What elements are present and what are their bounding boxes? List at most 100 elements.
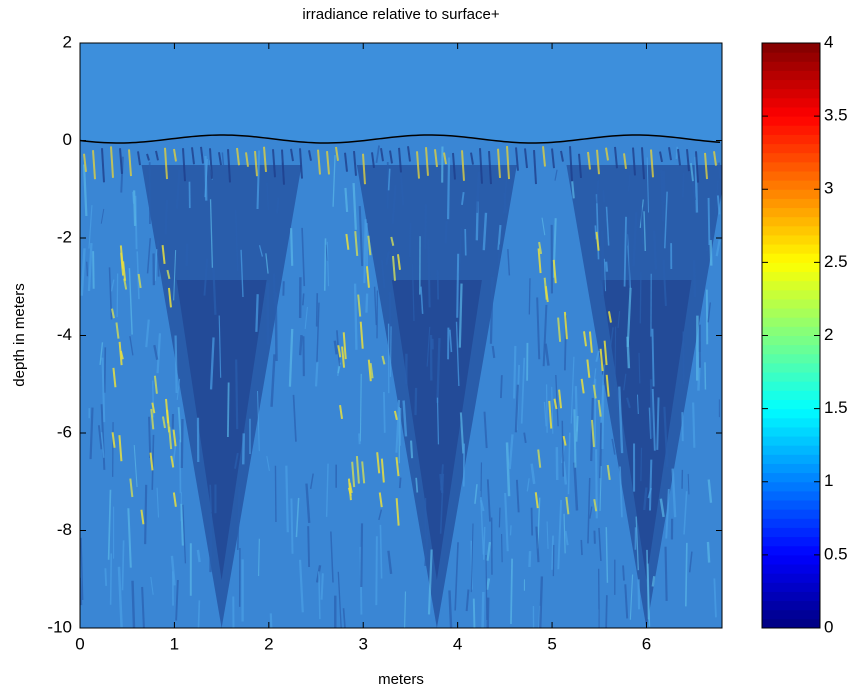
streak [399,167,405,206]
bright-streak [553,398,558,410]
streak [482,526,486,560]
bright-streak [339,404,344,420]
streak [395,400,401,453]
streak [575,415,579,442]
surface-streak [92,150,96,180]
x-tick-label: 1 [170,634,179,653]
surface-streak [236,147,240,166]
colorbar-swatch [762,52,820,62]
surface-streak [353,151,357,176]
x-tick-label: 3 [359,634,368,653]
streak [716,195,721,215]
streak [110,279,115,292]
bright-streak [170,455,175,468]
streak [639,272,642,324]
streak [646,157,650,213]
surface-streak [407,146,411,162]
streak [535,526,540,563]
streak [599,423,603,479]
bright-streak [558,389,563,409]
streak [635,516,639,571]
colorbar-swatch [762,454,820,464]
colorbar-tick-label: 3 [824,179,833,198]
colorbar-tick-label: 3.5 [824,106,848,125]
streak [629,574,634,620]
bright-streak [172,492,177,507]
streak [427,239,431,308]
surface-streak [695,151,699,183]
streak [664,191,668,249]
streak [144,484,148,545]
streak [541,217,546,236]
colorbar-swatch [762,381,820,391]
bright-streak [140,509,145,525]
colorbar-swatch [762,436,820,446]
bright-streak [161,244,166,264]
streak [342,608,346,628]
streak [513,345,517,399]
colorbar-swatch [762,152,820,163]
streak [580,539,583,556]
colorbar-swatch [762,618,820,629]
streak [555,374,559,427]
streak [257,390,260,452]
colorbar-swatch [762,271,820,282]
surface-streak [209,148,213,179]
bright-streak [592,384,597,399]
streak [663,406,669,468]
streak [483,411,488,449]
bright-streak [150,408,155,430]
colorbar-swatch [762,106,820,117]
streak [593,368,597,384]
surface-streak [452,152,456,180]
streak [446,157,451,220]
streak [100,404,106,470]
streak [295,497,300,538]
bright-streak [586,359,591,378]
streak [648,459,653,511]
streak [526,478,530,492]
colorbar-swatch [762,198,820,209]
y-tick-label: -6 [57,422,72,441]
streak [619,466,623,518]
streak [235,359,239,430]
streak [714,180,719,216]
streak [474,484,478,504]
streak [404,591,407,628]
chart-title: irradiance relative to surface+ [302,6,499,23]
streak [520,357,526,424]
colorbar-swatch [762,490,820,501]
surface-streak [578,153,582,179]
streak [177,407,182,443]
streak [662,259,667,306]
colorbar-swatch [762,234,820,245]
streak [595,350,600,362]
streak [107,489,112,560]
colorbar-swatch [762,463,820,474]
surface-streak [416,151,420,179]
colorbar-swatch [762,289,820,300]
bright-streak [137,273,142,289]
streak [599,466,602,511]
streak [601,354,605,375]
x-tick-label: 0 [75,634,84,653]
streak [389,326,392,377]
streak [330,531,334,583]
bright-streak [369,362,374,379]
surface-streak [551,148,555,169]
surface-streak [119,148,123,174]
surface-streak [560,150,564,162]
colorbar-swatch [762,143,820,154]
streak [617,311,621,328]
streak [285,465,289,533]
streak [653,230,657,270]
streak [258,245,264,257]
bright-streak [337,345,342,358]
colorbar-swatch [762,591,820,602]
colorbar-swatch [762,207,820,218]
bright-streak [534,492,539,509]
streak [270,354,276,407]
streak [536,297,541,360]
streak [150,576,154,595]
